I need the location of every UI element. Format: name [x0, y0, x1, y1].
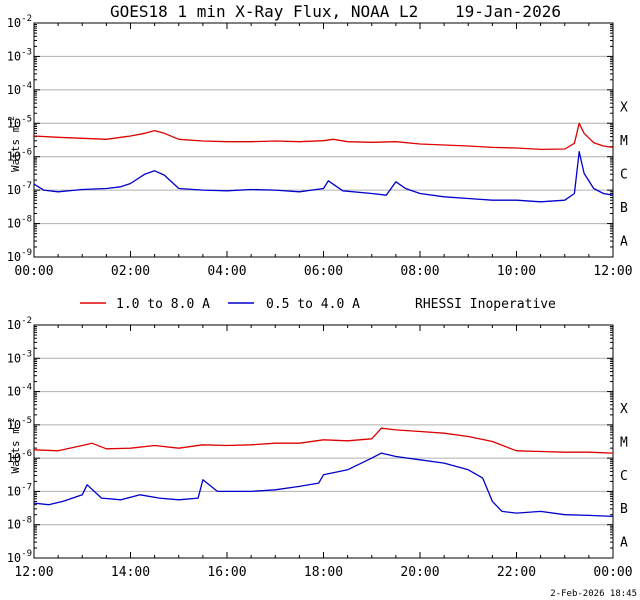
x-tick-label: 08:00	[400, 264, 439, 279]
legend: 1.0 to 8.0 A 0.5 to 4.0 A RHESSI Inopera…	[80, 297, 556, 312]
x-tick-label: 12:00	[593, 264, 632, 279]
x-tick-label: 00:00	[14, 264, 53, 279]
legend-label-short: 0.5 to 4.0 A	[266, 297, 360, 312]
class-label-C: C	[620, 469, 628, 484]
x-tick-label: 14:00	[111, 565, 150, 580]
class-label-C: C	[620, 167, 628, 182]
class-label-X: X	[620, 402, 628, 417]
y-tick-label: 10-3	[7, 349, 32, 365]
series-long-line	[33, 427, 614, 454]
chart-date: 19-Jan-2026	[455, 2, 561, 21]
x-tick-label: 20:00	[400, 565, 439, 580]
class-label-M: M	[620, 436, 628, 451]
y-axis-label: Watts m-2	[7, 116, 22, 172]
panel-top: 10-9 10-8 10-7 10-6 10-5 10-4 10-3 10-2 Watts m-…	[7, 14, 633, 279]
y-tick-label: 10-8	[7, 516, 32, 532]
x-tick-label: 16:00	[207, 565, 246, 580]
x-tick-label: 10:00	[497, 264, 536, 279]
y-tick-label: 10-7	[7, 181, 32, 197]
legend-label-long: 1.0 to 8.0 A	[116, 297, 210, 312]
class-label-A: A	[620, 535, 628, 550]
y-tick-label: 10-8	[7, 215, 32, 231]
chart-title: GOES18 1 min X-Ray Flux, NOAA L2	[110, 2, 418, 21]
footer-timestamp: 2-Feb-2026 18:45	[550, 589, 637, 599]
y-tick-label: 10-2	[7, 14, 32, 30]
x-tick-label: 02:00	[111, 264, 150, 279]
panel-bottom: 10-9 10-8 10-7 10-6 10-5 10-4 10-3 10-2 Watts m-…	[7, 316, 633, 580]
x-tick-label: 22:00	[497, 565, 536, 580]
series-short-line	[33, 452, 614, 518]
y-tick-label: 10-6	[7, 148, 32, 164]
plot-frame	[33, 22, 614, 258]
y-tick-label: 10-4	[7, 81, 32, 97]
class-label-X: X	[620, 101, 628, 116]
y-tick-label: 10-4	[7, 383, 32, 399]
y-axis-label: Watts m-2	[7, 417, 22, 473]
plot-frame	[33, 324, 614, 559]
x-tick-label: 00:00	[593, 565, 632, 580]
class-label-B: B	[620, 201, 628, 216]
series-long-line	[33, 122, 614, 151]
class-label-B: B	[620, 502, 628, 517]
y-tick-label: 10-7	[7, 482, 32, 498]
x-tick-label: 12:00	[14, 565, 53, 580]
legend-note: RHESSI Inoperative	[415, 297, 556, 312]
class-label-A: A	[620, 234, 628, 249]
series-short-line	[33, 151, 614, 203]
y-tick-label: 10-2	[7, 316, 32, 332]
y-tick-label: 10-9	[7, 549, 32, 565]
class-label-M: M	[620, 134, 628, 149]
y-tick-label: 10-9	[7, 248, 32, 264]
y-tick-label: 10-5	[7, 416, 32, 432]
y-tick-label: 10-3	[7, 47, 32, 63]
y-tick-label: 10-5	[7, 114, 32, 130]
x-tick-label: 06:00	[304, 264, 343, 279]
y-tick-label: 10-6	[7, 449, 32, 465]
x-tick-label: 04:00	[207, 264, 246, 279]
x-tick-label: 18:00	[304, 565, 343, 580]
